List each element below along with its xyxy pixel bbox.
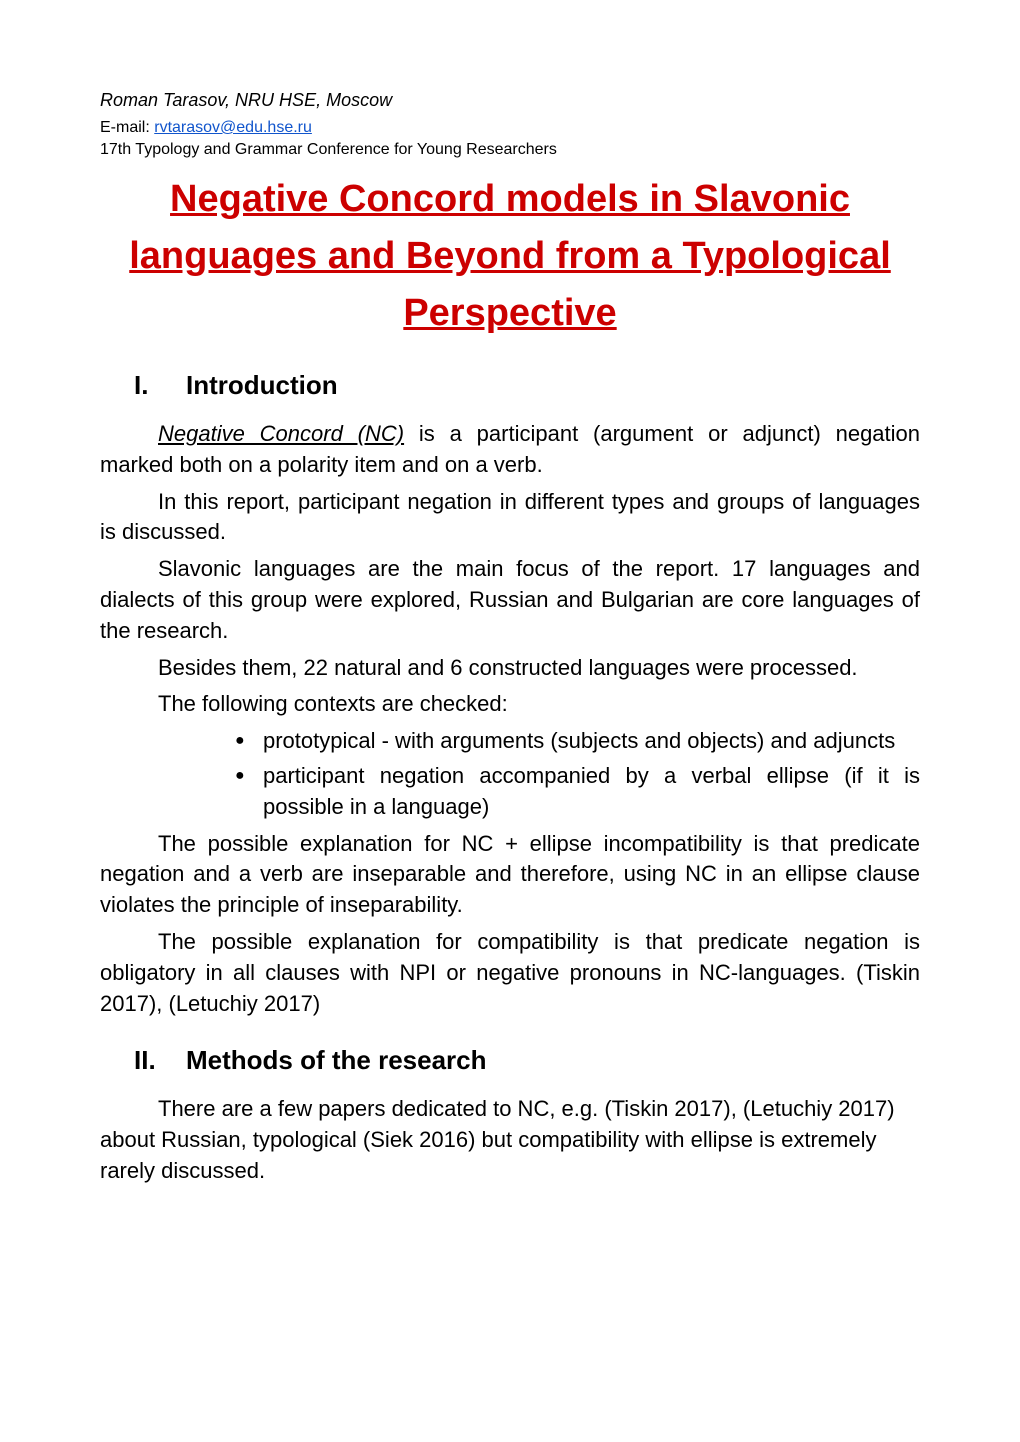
nc-term: Negative Concord (NC) — [158, 421, 404, 446]
author-line: Roman Tarasov, NRU HSE, Moscow — [100, 90, 920, 111]
section-1-number: I. — [134, 370, 186, 401]
email-link[interactable]: rvtarasov@edu.hse.ru — [154, 119, 312, 136]
intro-para-4: Besides them, 22 natural and 6 construct… — [100, 653, 920, 684]
section-1-heading: I.Introduction — [134, 370, 920, 401]
email-line: E-mail: rvtarasov@edu.hse.ru — [100, 119, 920, 137]
intro-para-7: The possible explanation for compatibili… — [100, 927, 920, 1019]
intro-para-5: The following contexts are checked: — [100, 689, 920, 720]
intro-para-3: Slavonic languages are the main focus of… — [100, 554, 920, 646]
methods-para-1: There are a few papers dedicated to NC, … — [100, 1094, 920, 1186]
main-title: Negative Concord models in Slavonic lang… — [100, 171, 920, 342]
intro-para-6: The possible explanation for NC + ellips… — [100, 829, 920, 921]
section-1-title: Introduction — [186, 370, 338, 400]
section-2-heading: II.Methods of the research — [134, 1045, 920, 1076]
list-item: participant negation accompanied by a ve… — [235, 761, 920, 823]
contexts-list: prototypical - with arguments (subjects … — [235, 726, 920, 822]
conference-line: 17th Typology and Grammar Conference for… — [100, 141, 920, 159]
intro-para-2: In this report, participant negation in … — [100, 487, 920, 549]
list-item: prototypical - with arguments (subjects … — [235, 726, 920, 757]
intro-para-1: Negative Concord (NC) is a participant (… — [100, 419, 920, 481]
section-2-title: Methods of the research — [186, 1045, 487, 1075]
section-2-number: II. — [134, 1045, 186, 1076]
email-label: E-mail: — [100, 119, 154, 136]
